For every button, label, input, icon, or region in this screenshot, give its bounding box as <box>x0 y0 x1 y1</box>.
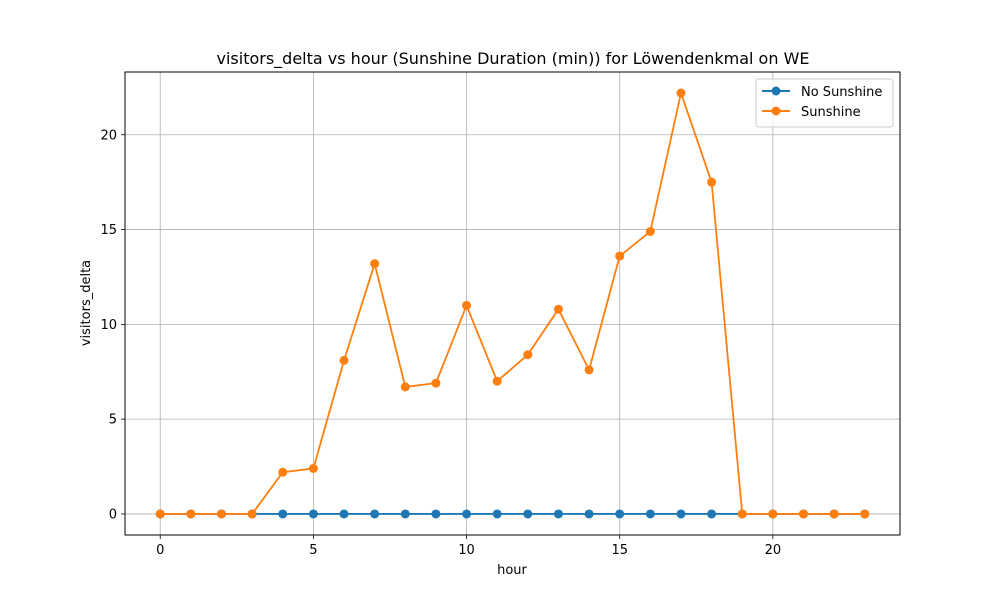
data-point-sunshine <box>645 226 655 236</box>
chart-title: visitors_delta vs hour (Sunshine Duratio… <box>217 49 810 69</box>
y-tick-label: 10 <box>100 318 117 333</box>
x-tick-label: 20 <box>765 543 782 558</box>
data-point-sunshine <box>829 509 839 519</box>
data-point-no-sunshine <box>492 509 502 519</box>
data-point-sunshine <box>462 300 472 310</box>
y-tick-label: 5 <box>109 413 117 428</box>
data-point-no-sunshine <box>645 509 655 519</box>
series-line-sunshine <box>160 92 865 515</box>
data-point-no-sunshine <box>523 509 533 519</box>
legend-marker-sunshine <box>771 106 781 116</box>
data-point-sunshine <box>370 259 380 269</box>
data-point-sunshine <box>553 304 563 314</box>
series-lines <box>155 88 870 519</box>
data-point-no-sunshine <box>584 509 594 519</box>
x-tick-label: 15 <box>611 543 628 558</box>
data-point-sunshine <box>308 463 318 473</box>
data-point-no-sunshine <box>400 509 410 519</box>
plot-area-frame <box>124 71 901 536</box>
data-point-no-sunshine <box>676 509 686 519</box>
x-tick-label: 5 <box>309 543 317 558</box>
legend-box <box>755 78 894 128</box>
data-point-sunshine <box>155 509 165 519</box>
y-tick-label: 0 <box>109 507 117 522</box>
data-point-no-sunshine <box>707 509 717 519</box>
data-point-sunshine <box>339 355 349 365</box>
data-point-sunshine <box>737 509 747 519</box>
data-point-sunshine <box>768 509 778 519</box>
data-point-sunshine <box>431 378 441 388</box>
data-point-sunshine <box>676 88 686 98</box>
data-point-sunshine <box>400 382 410 392</box>
data-point-sunshine <box>523 350 533 360</box>
data-point-no-sunshine <box>308 509 318 519</box>
x-axis-label: hour <box>497 563 527 578</box>
axis-ticks: 0 5 10 15 20 0 5 10 15 20 <box>100 128 781 558</box>
data-point-no-sunshine <box>370 509 380 519</box>
data-point-sunshine <box>707 177 717 187</box>
data-point-sunshine <box>860 509 870 519</box>
legend-label-sunshine: Sunshine <box>801 105 861 120</box>
data-point-no-sunshine <box>431 509 441 519</box>
data-point-sunshine <box>186 509 196 519</box>
x-tick-label: 0 <box>156 543 164 558</box>
data-point-sunshine <box>615 251 625 261</box>
legend: No Sunshine Sunshine <box>755 78 894 128</box>
data-point-sunshine <box>584 365 594 375</box>
data-point-no-sunshine <box>278 509 288 519</box>
data-point-sunshine <box>247 509 257 519</box>
y-axis-label: visitors_delta <box>79 260 94 346</box>
data-point-no-sunshine <box>553 509 563 519</box>
series-sunshine <box>155 88 870 519</box>
y-tick-label: 20 <box>100 128 117 143</box>
data-point-sunshine <box>799 509 809 519</box>
data-point-no-sunshine <box>615 509 625 519</box>
x-tick-label: 10 <box>458 543 475 558</box>
legend-marker-no-sunshine <box>771 86 781 96</box>
data-point-no-sunshine <box>462 509 472 519</box>
data-point-sunshine <box>492 376 502 386</box>
data-point-sunshine <box>216 509 226 519</box>
data-point-sunshine <box>278 467 288 477</box>
data-point-no-sunshine <box>339 509 349 519</box>
y-tick-label: 15 <box>100 223 117 238</box>
legend-label-no-sunshine: No Sunshine <box>801 85 882 100</box>
